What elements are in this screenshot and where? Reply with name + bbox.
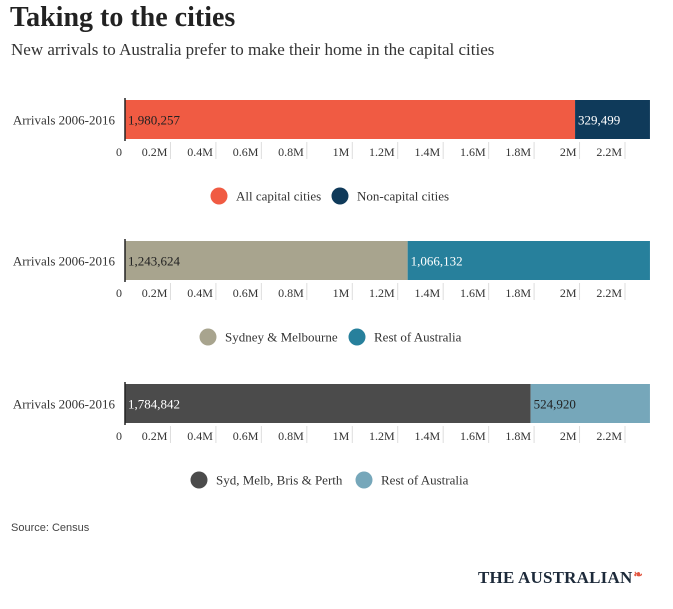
- x-tick-label: 1M: [333, 286, 350, 300]
- bar-segment-2: [575, 100, 650, 139]
- x-tick-label: 1.2M: [369, 286, 395, 300]
- x-tick-label: 0.8M: [278, 429, 304, 443]
- data-label-2: 524,920: [534, 397, 576, 412]
- x-tick-label: 0.6M: [233, 286, 259, 300]
- x-tick-label: 2M: [560, 429, 577, 443]
- legend-swatch-2: [348, 328, 366, 346]
- x-tick-label: 1.8M: [505, 429, 531, 443]
- x-tick-label: 1.8M: [505, 145, 531, 159]
- category-label: Arrivals 2006-2016: [13, 254, 116, 269]
- x-tick-label: 1.4M: [415, 145, 441, 159]
- chart-title: Taking to the cities: [10, 2, 236, 33]
- bar-segment-1: [125, 100, 576, 139]
- category-label: Arrivals 2006-2016: [13, 113, 116, 128]
- x-tick-label: 0.4M: [187, 429, 213, 443]
- x-tick-label: 1.8M: [505, 286, 531, 300]
- x-tick-label: 0: [116, 429, 122, 443]
- x-tick-label: 2M: [560, 286, 577, 300]
- x-tick-label: 2M: [560, 145, 577, 159]
- x-tick-label: 0.6M: [233, 145, 259, 159]
- bar-segment-1: [125, 241, 408, 280]
- x-tick-label: 2.2M: [596, 145, 622, 159]
- x-tick-label: 0.6M: [233, 429, 259, 443]
- x-tick-label: 1.2M: [369, 429, 395, 443]
- publisher-logo: THE AUSTRALIAN❧: [478, 568, 643, 588]
- logo-mark-icon: ❧: [633, 569, 643, 581]
- x-tick-label: 1M: [333, 145, 350, 159]
- bar-segment-2: [530, 384, 650, 423]
- legend-label-1: Sydney & Melbourne: [225, 330, 338, 345]
- x-tick-label: 0.4M: [187, 145, 213, 159]
- data-label-1: 1,980,257: [128, 113, 181, 128]
- legend-swatch-2: [355, 471, 373, 489]
- x-tick-label: 0.4M: [187, 286, 213, 300]
- x-tick-label: 0.2M: [142, 429, 168, 443]
- bar-segment-2: [407, 241, 650, 280]
- legend-label-2: Rest of Australia: [381, 473, 469, 488]
- legend-swatch-1: [210, 187, 228, 205]
- data-label-1: 1,243,624: [128, 254, 181, 269]
- x-tick-label: 1.4M: [415, 429, 441, 443]
- legend-label-1: Syd, Melb, Bris & Perth: [216, 473, 343, 488]
- x-tick-label: 1.6M: [460, 429, 486, 443]
- source-note: Source: Census: [11, 522, 90, 534]
- legend-swatch-2: [331, 187, 349, 205]
- x-tick-label: 1.6M: [460, 286, 486, 300]
- x-tick-label: 0.2M: [142, 145, 168, 159]
- x-tick-label: 1.2M: [369, 145, 395, 159]
- legend-label-2: Non-capital cities: [357, 189, 449, 204]
- chart-subtitle: New arrivals to Australia prefer to make…: [11, 40, 495, 59]
- bar-segment-1: [125, 384, 531, 423]
- category-label: Arrivals 2006-2016: [13, 397, 116, 412]
- legend-swatch-1: [199, 328, 217, 346]
- x-tick-label: 1.6M: [460, 145, 486, 159]
- data-label-2: 329,499: [578, 113, 620, 128]
- data-label-2: 1,066,132: [411, 254, 463, 269]
- legend-label-2: Rest of Australia: [374, 330, 462, 345]
- x-tick-label: 0.8M: [278, 145, 304, 159]
- x-tick-label: 2.2M: [596, 429, 622, 443]
- x-tick-label: 0.8M: [278, 286, 304, 300]
- x-tick-label: 0: [116, 286, 122, 300]
- x-tick-label: 0.2M: [142, 286, 168, 300]
- x-tick-label: 0: [116, 145, 122, 159]
- x-tick-label: 1.4M: [415, 286, 441, 300]
- publisher-name: THE AUSTRALIAN: [478, 568, 633, 587]
- x-tick-label: 2.2M: [596, 286, 622, 300]
- x-tick-label: 1M: [333, 429, 350, 443]
- legend-label-1: All capital cities: [236, 189, 321, 204]
- legend-swatch-1: [190, 471, 208, 489]
- data-label-1: 1,784,842: [128, 397, 180, 412]
